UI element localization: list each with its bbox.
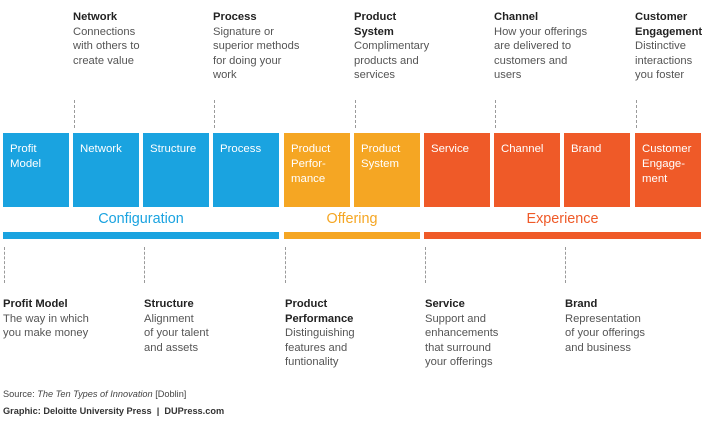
category-configuration: Configuration — [98, 211, 184, 227]
experience-bar — [424, 232, 701, 239]
box-brand: Brand — [564, 133, 630, 207]
connector-line — [495, 100, 496, 128]
connector-line — [285, 247, 286, 283]
box-network: Network — [73, 133, 139, 207]
bottom-desc-structure: Structure Alignment of your talent and a… — [144, 297, 209, 355]
top-desc-customer-engagement: Customer Engagement Distinctive interact… — [635, 10, 702, 83]
bottom-desc-title: Brand — [565, 298, 598, 310]
top-desc-title: Channel — [494, 11, 539, 23]
box-product-system: Product System — [354, 133, 420, 207]
bottom-desc-body: The way in which you make money — [3, 312, 89, 340]
connector-line — [355, 100, 356, 128]
box-structure: Structure — [143, 133, 209, 207]
top-desc-body: Signature or superior methods for doing … — [213, 25, 300, 82]
bottom-desc-product-performance: Product Performance Distinguishing featu… — [285, 297, 355, 370]
connector-line — [4, 247, 5, 283]
bottom-desc-title: Product Performance — [285, 298, 354, 325]
top-desc-process: Process Signature or superior methods fo… — [213, 10, 299, 83]
top-desc-body: Connections with others to create value — [73, 25, 140, 67]
bottom-desc-title: Structure — [144, 298, 194, 310]
source-credit: Source: The Ten Types of Innovation [Dob… — [3, 389, 186, 399]
bottom-desc-profit-model: Profit Model The way in which you make m… — [3, 297, 89, 341]
top-desc-channel: Channel How your offerings are delivered… — [494, 10, 587, 83]
source-title: The Ten Types of Innovation — [37, 389, 153, 399]
configuration-bar — [3, 232, 279, 239]
connector-line — [636, 100, 637, 128]
graphic-credit: Graphic: Deloitte University Press | DUP… — [3, 406, 225, 416]
box-service: Service — [424, 133, 490, 207]
category-offering: Offering — [326, 211, 378, 227]
category-experience: Experience — [526, 211, 599, 227]
connector-line — [214, 100, 215, 128]
box-process: Process — [213, 133, 279, 207]
offering-bar — [284, 232, 420, 239]
bottom-desc-service: Service Support and enhancements that su… — [425, 297, 498, 370]
connector-line — [565, 247, 566, 283]
top-desc-title: Network — [73, 11, 118, 23]
top-desc-body: Distinctive interactions you foster — [635, 40, 693, 82]
connector-line — [144, 247, 145, 283]
connector-line — [74, 100, 75, 128]
source-prefix: Source: — [3, 389, 38, 399]
box-channel: Channel — [494, 133, 560, 207]
top-desc-network: Network Connections with others to creat… — [73, 10, 140, 68]
top-desc-product-system: Product System Complimentary products an… — [354, 10, 429, 83]
box-profit-model: Profit Model — [3, 133, 69, 207]
bottom-desc-brand: Brand Representation of your offerings a… — [565, 297, 645, 355]
top-desc-title: Process — [213, 11, 257, 23]
source-suffix: [Doblin] — [152, 389, 187, 399]
box-product-performance: Product Perfor- mance — [284, 133, 350, 207]
bottom-desc-title: Service — [425, 298, 465, 310]
box-customer-engagement: Customer Engage- ment — [635, 133, 701, 207]
bottom-desc-title: Profit Model — [3, 298, 68, 310]
bottom-desc-body: Alignment of your talent and assets — [144, 312, 209, 354]
top-desc-body: How your offerings are delivered to cust… — [494, 25, 588, 82]
top-desc-title: Product System — [354, 11, 397, 38]
bottom-desc-body: Support and enhancements that surround y… — [425, 312, 499, 369]
connector-line — [425, 247, 426, 283]
top-desc-title: Customer Engagement — [635, 11, 703, 38]
bottom-desc-body: Representation of your offerings and bus… — [565, 312, 646, 354]
top-desc-body: Complimentary products and services — [354, 40, 430, 82]
bottom-desc-body: Distinguishing features and funtionality — [285, 327, 355, 369]
